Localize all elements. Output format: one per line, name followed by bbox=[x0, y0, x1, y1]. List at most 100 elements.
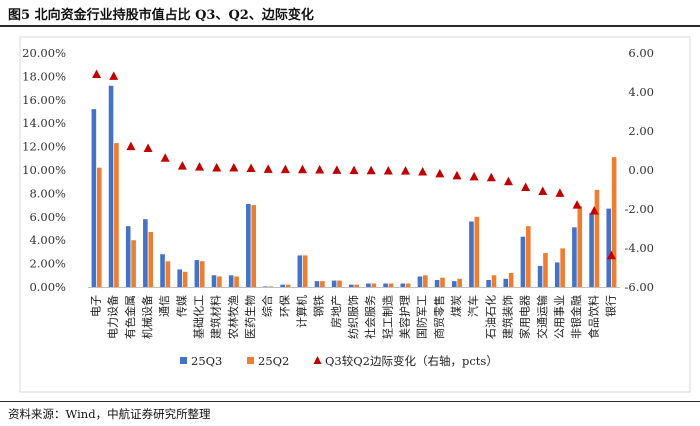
bar-25q3 bbox=[383, 283, 388, 287]
y-right-tick-label: 6.00 bbox=[628, 46, 654, 60]
y-right-tick-label: 0.00 bbox=[628, 163, 654, 177]
x-tick-label: 石油石化 bbox=[483, 295, 497, 339]
bar-25q2 bbox=[491, 275, 497, 287]
plot-area-frame bbox=[19, 36, 691, 393]
y-right-tick-label: -2.00 bbox=[625, 202, 655, 216]
bar-25q2 bbox=[320, 281, 325, 287]
x-tick-label: 医药生物 bbox=[243, 295, 257, 339]
y-left-tick-label: 12.00% bbox=[22, 140, 66, 154]
bar-25q2 bbox=[148, 232, 154, 287]
bar-25q2 bbox=[388, 283, 394, 287]
bar-25q2 bbox=[440, 277, 445, 287]
legend-25q2-label: 25Q2 bbox=[258, 354, 289, 368]
change-marker bbox=[246, 163, 256, 172]
bar-25q3 bbox=[520, 236, 526, 287]
y-left-tick-label: 14.00% bbox=[22, 116, 66, 130]
change-marker bbox=[383, 165, 393, 175]
x-tick-label: 银行 bbox=[603, 295, 617, 317]
x-tick-label: 钢铁 bbox=[313, 295, 326, 317]
y-left-tick-label: 20.00% bbox=[22, 46, 66, 60]
x-tick-label: 轻工制造 bbox=[380, 295, 394, 339]
bar-25q2 bbox=[337, 280, 342, 287]
change-marker bbox=[195, 162, 205, 171]
legend-25q3-swatch bbox=[180, 357, 187, 364]
y-left-tick-label: 6.00% bbox=[29, 210, 66, 224]
change-marker bbox=[521, 182, 531, 192]
change-marker bbox=[486, 172, 496, 182]
bar-25q2 bbox=[543, 253, 548, 287]
legend-25q3-label: 25Q3 bbox=[191, 354, 222, 368]
bar-25q3 bbox=[366, 283, 371, 287]
bar-25q2 bbox=[611, 157, 617, 287]
y-left-tick-label: 2.00% bbox=[29, 257, 66, 271]
y-right-tick-label: 2.00 bbox=[628, 124, 654, 138]
bar-25q2 bbox=[114, 143, 119, 287]
bar-25q3 bbox=[434, 279, 440, 287]
y-left-tick-label: 18.00% bbox=[22, 69, 66, 83]
bar-25q3 bbox=[400, 283, 406, 287]
change-marker bbox=[503, 176, 513, 186]
x-tick-label: 有色金属 bbox=[123, 295, 137, 339]
change-marker bbox=[212, 163, 222, 172]
bar-25q2 bbox=[457, 278, 462, 287]
x-tick-label: 食品饮料 bbox=[586, 295, 600, 339]
change-marker bbox=[435, 168, 445, 178]
change-marker bbox=[92, 69, 102, 78]
change-marker bbox=[177, 161, 187, 170]
bar-25q2 bbox=[526, 226, 531, 287]
bar-25q3 bbox=[263, 286, 268, 288]
bar-25q3 bbox=[469, 221, 474, 287]
x-tick-label: 社会服务 bbox=[363, 295, 377, 339]
legend-change-swatch bbox=[313, 356, 322, 364]
bar-25q3 bbox=[451, 281, 457, 287]
bar-25q3 bbox=[280, 284, 285, 287]
bar-25q2 bbox=[594, 189, 600, 287]
bar-25q2 bbox=[302, 255, 308, 287]
bar-25q2 bbox=[577, 206, 583, 287]
x-tick-label: 通信 bbox=[158, 295, 171, 317]
change-marker bbox=[298, 164, 308, 174]
bar-25q2 bbox=[508, 272, 514, 287]
x-tick-label: 汽车 bbox=[466, 295, 480, 317]
y-right-tick-label: 4.00 bbox=[628, 85, 654, 99]
bar-25q3 bbox=[211, 275, 217, 287]
bar-25q3 bbox=[314, 281, 320, 287]
bar-25q3 bbox=[108, 85, 114, 287]
legend-change-label: Q3较Q2边际变化（右轴，pcts） bbox=[325, 354, 498, 368]
top-rule bbox=[0, 25, 700, 27]
x-tick-label: 商贸零售 bbox=[432, 295, 446, 339]
change-marker bbox=[555, 188, 565, 197]
bar-25q2 bbox=[96, 167, 102, 287]
bar-25q2 bbox=[182, 271, 188, 287]
change-marker bbox=[280, 164, 290, 174]
change-marker bbox=[366, 165, 376, 175]
bottom-rule bbox=[0, 401, 700, 402]
bar-25q2 bbox=[285, 284, 291, 287]
x-tick-label: 电子 bbox=[90, 295, 103, 317]
y-left-tick-label: 0.00% bbox=[29, 280, 66, 294]
bar-25q3 bbox=[486, 279, 491, 287]
bar-25q2 bbox=[268, 286, 274, 288]
x-tick-label: 公用事业 bbox=[553, 295, 566, 339]
x-tick-label: 家用电器 bbox=[518, 295, 532, 339]
y-left-tick-label: 8.00% bbox=[29, 186, 66, 200]
bar-25q3 bbox=[417, 276, 423, 287]
legend-25q2-swatch bbox=[247, 357, 254, 364]
x-tick-label: 环保 bbox=[277, 295, 291, 317]
x-tick-label: 基础化工 bbox=[192, 295, 206, 339]
y-right-tick-label: -4.00 bbox=[625, 241, 655, 255]
change-marker bbox=[538, 186, 548, 195]
bar-25q2 bbox=[560, 248, 565, 287]
x-tick-label: 煤炭 bbox=[450, 295, 463, 317]
bar-25q2 bbox=[251, 205, 257, 287]
bar-25q3 bbox=[125, 226, 131, 287]
bar-25q2 bbox=[405, 283, 411, 287]
bar-25q2 bbox=[217, 276, 222, 287]
figure-title: 图5 北向资金行业持股市值占比 Q3、Q2、边际变化 bbox=[8, 8, 314, 23]
change-marker bbox=[452, 170, 462, 180]
x-tick-label: 交通运输 bbox=[535, 295, 549, 339]
bar-25q3 bbox=[606, 208, 612, 287]
x-tick-label: 电力设备 bbox=[106, 295, 120, 339]
title-bar: 图5 北向资金行业持股市值占比 Q3、Q2、边际变化 bbox=[0, 0, 700, 26]
y-left-tick-label: 10.00% bbox=[22, 163, 66, 177]
